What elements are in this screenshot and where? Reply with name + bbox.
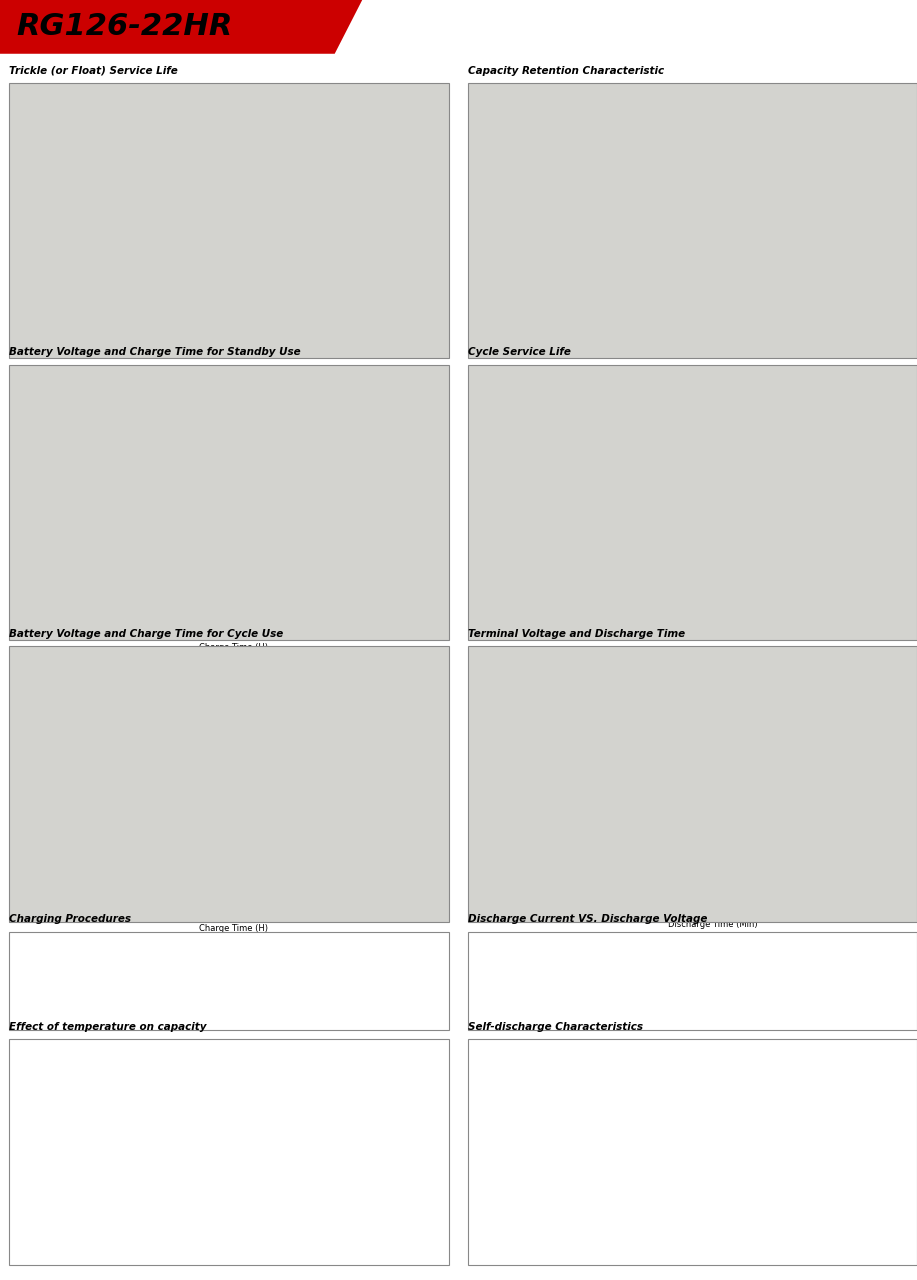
Text: Trickle (or Float) Service Life: Trickle (or Float) Service Life	[9, 65, 178, 76]
Text: 1.75: 1.75	[617, 954, 637, 963]
Text: Capacity Retention Characteristic: Capacity Retention Characteristic	[468, 65, 664, 76]
Text: 2.40~2.50: 2.40~2.50	[280, 977, 327, 986]
Text: Discharge Current VS. Discharge Voltage: Discharge Current VS. Discharge Voltage	[468, 914, 707, 924]
Text: 2C: 2C	[666, 851, 674, 856]
Text: 1.70: 1.70	[691, 954, 711, 963]
Text: ◄──── Min ────►: ◄──── Min ────►	[546, 908, 613, 916]
Text: <0.2C: <0.2C	[613, 1000, 641, 1009]
Text: Max.Charge
Current: Max.Charge Current	[377, 941, 423, 960]
Text: 65%: 65%	[328, 1235, 348, 1244]
Text: 1C: 1C	[666, 858, 674, 863]
Text: 1.65: 1.65	[764, 954, 784, 963]
Text: 25°C: 25°C	[109, 1147, 131, 1157]
Text: Temperature: Temperature	[92, 1060, 149, 1069]
Text: Charging Procedures: Charging Procedures	[9, 914, 131, 924]
Y-axis label: Charge Quantity (%): Charge Quantity (%)	[28, 468, 36, 547]
Text: Discharge
Depth 30%: Discharge Depth 30%	[798, 472, 841, 492]
Text: 82%: 82%	[794, 1175, 813, 1184]
Text: >1.0C: >1.0C	[834, 1000, 862, 1009]
Text: Battery
Voltage: Battery Voltage	[263, 428, 286, 438]
Text: Discharge Current(A): Discharge Current(A)	[482, 1000, 578, 1009]
Text: 5°C
(41°F): 5°C (41°F)	[880, 142, 904, 161]
Text: ① Charging Voltage
    2.25 V/Cell: ① Charging Voltage 2.25 V/Cell	[219, 166, 294, 186]
Text: 25°C: 25°C	[131, 1007, 153, 1016]
Text: Standby: Standby	[40, 1007, 78, 1016]
Text: Cycle Service Life: Cycle Service Life	[468, 347, 570, 357]
Y-axis label: Charge Quantity (%): Charge Quantity (%)	[28, 750, 36, 828]
Y-axis label: Terminal Voltage (V): Terminal Voltage (V)	[489, 740, 498, 826]
Text: 0.25C: 0.25C	[615, 705, 632, 710]
Text: 0.09C: 0.09C	[688, 705, 703, 710]
Text: 0.17C: 0.17C	[652, 705, 668, 710]
Text: Battery Voltage and Charge Time for Standby Use: Battery Voltage and Charge Time for Stan…	[9, 347, 301, 357]
X-axis label: Charge Time (H): Charge Time (H)	[199, 643, 269, 652]
Text: 100%: 100%	[326, 1147, 351, 1157]
Text: Ambient Temperature
25°C (77°F): Ambient Temperature 25°C (77°F)	[695, 566, 779, 585]
Text: 0°C: 0°C	[112, 1192, 128, 1201]
Text: 91%: 91%	[794, 1120, 813, 1129]
Text: 0.5C~1.0C: 0.5C~1.0C	[749, 1000, 799, 1009]
Text: 102%: 102%	[326, 1103, 351, 1112]
Text: Allowable Range: Allowable Range	[271, 955, 336, 964]
Y-axis label: Charge Current (CA): Charge Current (CA)	[431, 758, 436, 820]
Text: ◄──── Hr ────►: ◄──── Hr ────►	[740, 908, 802, 916]
X-axis label: Charge Time (H): Charge Time (H)	[199, 924, 269, 933]
Text: 0.3C: 0.3C	[389, 992, 410, 1001]
Y-axis label: Battery Voltage (V)/Per Cell: Battery Voltage (V)/Per Cell	[508, 465, 513, 550]
Text: Dependency of capacity(20HR): Dependency of capacity(20HR)	[268, 1060, 409, 1069]
Text: ① Discharge
  100% (0.05CAx20H)
  ----50% (0.05CAx10H)
② Charge
  Charge Voltage: ① Discharge 100% (0.05CAx20H) ----50% (0…	[219, 722, 293, 768]
Text: 0.05C: 0.05C	[717, 705, 733, 710]
Text: -15°C: -15°C	[107, 1235, 133, 1244]
Text: 85%: 85%	[328, 1192, 348, 1201]
Text: 0.2C~0.5C: 0.2C~0.5C	[676, 1000, 724, 1009]
X-axis label: Storage Period (Month): Storage Period (Month)	[662, 349, 767, 358]
Text: 2.25~2.30: 2.25~2.30	[280, 1007, 327, 1016]
Y-axis label: Charge Current (CA): Charge Current (CA)	[431, 476, 436, 539]
Text: Cycle Use: Cycle Use	[37, 977, 82, 986]
Text: ① Discharge
  100% (0.05CAx20H)
  ----50% (0.05CAx10H)
② Charge
  Charge Voltage: ① Discharge 100% (0.05CAx20H) ----50% (0…	[219, 440, 293, 486]
Text: Temperature: Temperature	[117, 955, 166, 964]
Text: 2.450: 2.450	[204, 977, 229, 986]
Text: 64%: 64%	[794, 1230, 813, 1239]
Text: Effect of temperature on capacity: Effect of temperature on capacity	[9, 1021, 206, 1032]
Text: 30°C
(86°F): 30°C (86°F)	[772, 243, 796, 262]
Text: 40°C: 40°C	[109, 1103, 131, 1112]
Y-axis label: Lift Expectancy (Years): Lift Expectancy (Years)	[28, 172, 36, 268]
X-axis label: Temperature (°C): Temperature (°C)	[208, 349, 287, 358]
Y-axis label: Capacity Retention Ratio (%): Capacity Retention Ratio (%)	[486, 159, 494, 280]
Text: Discharge
Depth 100%: Discharge Depth 100%	[519, 472, 567, 492]
Text: Battery Voltage and Charge Time for Cycle Use: Battery Voltage and Charge Time for Cycl…	[9, 628, 283, 639]
Text: 12 Months: 12 Months	[558, 1230, 604, 1239]
Y-axis label: Battery Voltage (V)/Per Cell: Battery Voltage (V)/Per Cell	[508, 746, 513, 832]
Text: 3C: 3C	[666, 845, 674, 850]
Legend: 25°C 77°F, 20°C 68°F: 25°C 77°F, 20°C 68°F	[837, 682, 904, 710]
Text: Set Point: Set Point	[199, 955, 233, 964]
Text: Final Discharge
Voltage V/Cell: Final Discharge Voltage V/Cell	[495, 948, 564, 968]
Text: 40°C
(104°F): 40°C (104°F)	[704, 221, 734, 241]
Text: 6 Months: 6 Months	[560, 1175, 602, 1184]
Text: Preservation rate: Preservation rate	[765, 1065, 843, 1074]
Text: 2.275: 2.275	[204, 1007, 229, 1016]
Text: 1.60: 1.60	[837, 954, 857, 963]
Text: Discharge Time (Min): Discharge Time (Min)	[668, 920, 757, 929]
Y-axis label: Capacity (%): Capacity (%)	[474, 466, 482, 524]
Text: Battery
Voltage: Battery Voltage	[263, 709, 286, 719]
Text: Discharge
Depth 50%: Discharge Depth 50%	[609, 472, 651, 492]
Text: Storage time: Storage time	[551, 1065, 611, 1074]
Text: RG126-22HR: RG126-22HR	[17, 13, 233, 41]
Text: 25°C: 25°C	[131, 977, 153, 986]
Text: 3 Months: 3 Months	[560, 1120, 602, 1129]
Text: 25°C
(77°F): 25°C (77°F)	[821, 271, 845, 291]
Text: Terminal Voltage and Discharge Time: Terminal Voltage and Discharge Time	[468, 628, 685, 639]
Text: Self-discharge Characteristics: Self-discharge Characteristics	[468, 1021, 643, 1032]
Text: Charge Voltage(V/Cell): Charge Voltage(V/Cell)	[173, 940, 276, 948]
Text: Application: Application	[34, 946, 84, 955]
X-axis label: Number of Cycles (Times): Number of Cycles (Times)	[650, 625, 767, 634]
